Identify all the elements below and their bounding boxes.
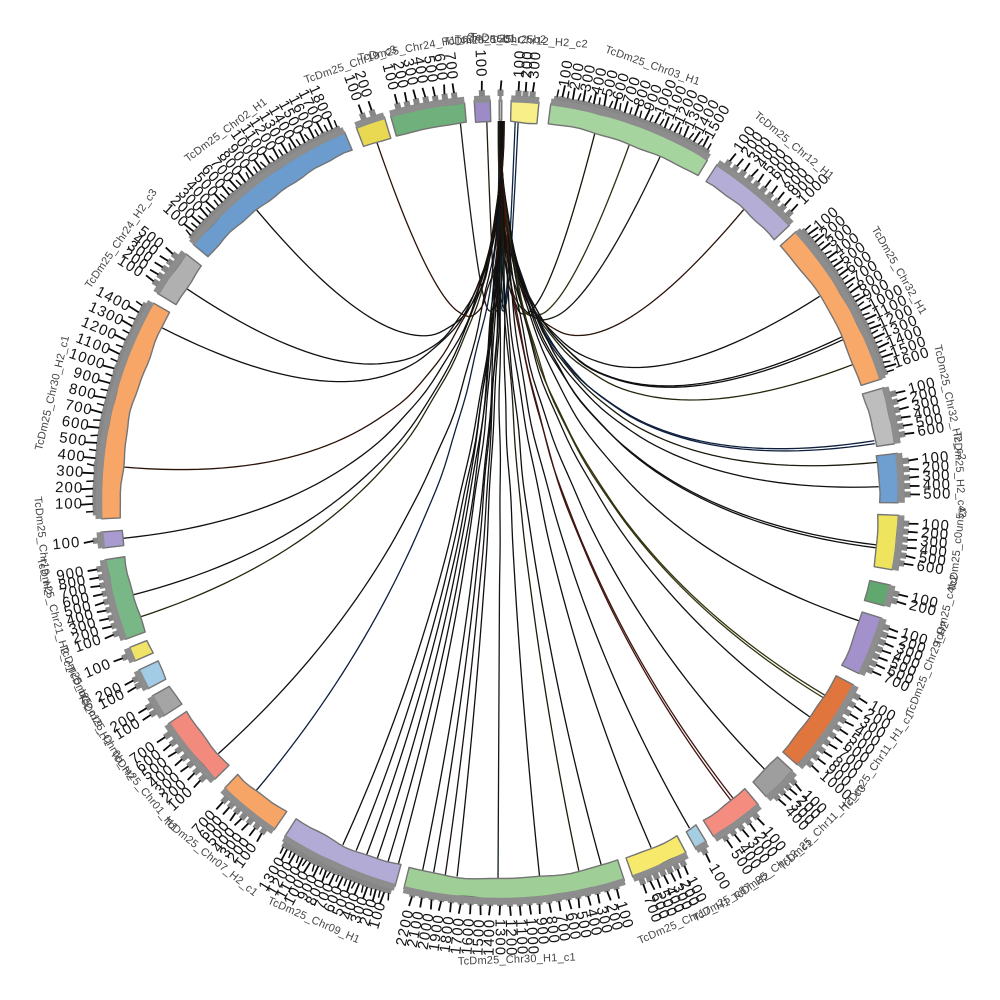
svg-text:200: 200 bbox=[518, 50, 537, 79]
svg-text:1100: 1100 bbox=[512, 919, 531, 956]
svg-text:700: 700 bbox=[552, 913, 573, 943]
svg-text:700: 700 bbox=[63, 396, 94, 419]
svg-text:300: 300 bbox=[922, 467, 951, 486]
svg-text:800: 800 bbox=[57, 572, 88, 594]
svg-text:1900: 1900 bbox=[425, 913, 447, 952]
svg-text:300: 300 bbox=[56, 462, 85, 481]
svg-text:100: 100 bbox=[921, 516, 950, 535]
svg-text:TcDm25_15b1: TcDm25_15b1 bbox=[443, 33, 517, 48]
svg-text:1300: 1300 bbox=[492, 919, 509, 956]
svg-text:1200: 1200 bbox=[502, 919, 520, 957]
svg-text:TcDm25_Chr30_H1_c1: TcDm25_Chr30_H1_c1 bbox=[458, 952, 576, 968]
svg-text:500: 500 bbox=[58, 429, 88, 450]
svg-text:600: 600 bbox=[915, 557, 945, 578]
svg-text:500: 500 bbox=[420, 54, 441, 84]
svg-text:100: 100 bbox=[55, 495, 83, 512]
svg-text:300: 300 bbox=[577, 62, 599, 93]
svg-text:100: 100 bbox=[909, 589, 940, 612]
svg-text:200: 200 bbox=[389, 60, 412, 91]
svg-text:1600: 1600 bbox=[458, 917, 478, 956]
svg-text:1400: 1400 bbox=[481, 918, 499, 956]
svg-text:100: 100 bbox=[471, 49, 489, 78]
svg-text:500: 500 bbox=[918, 549, 948, 570]
svg-text:100: 100 bbox=[921, 448, 951, 468]
svg-text:600: 600 bbox=[60, 413, 91, 435]
svg-text:300: 300 bbox=[910, 392, 941, 415]
svg-text:500: 500 bbox=[914, 410, 945, 432]
svg-text:500: 500 bbox=[923, 485, 951, 502]
svg-text:200: 200 bbox=[55, 479, 83, 497]
svg-text:200: 200 bbox=[908, 383, 939, 406]
svg-text:300: 300 bbox=[919, 533, 949, 553]
svg-text:200: 200 bbox=[602, 902, 626, 934]
svg-text:200: 200 bbox=[907, 597, 938, 620]
svg-text:400: 400 bbox=[409, 55, 431, 86]
svg-text:400: 400 bbox=[923, 476, 952, 494]
svg-text:100: 100 bbox=[379, 62, 402, 93]
svg-text:2100: 2100 bbox=[404, 909, 428, 949]
svg-text:1700: 1700 bbox=[447, 916, 468, 955]
svg-text:400: 400 bbox=[583, 907, 606, 938]
svg-text:1800: 1800 bbox=[436, 915, 457, 954]
svg-text:2000: 2000 bbox=[415, 911, 438, 951]
svg-text:200: 200 bbox=[920, 524, 949, 543]
svg-text:300: 300 bbox=[525, 50, 544, 79]
svg-text:900: 900 bbox=[55, 563, 86, 585]
svg-text:900: 900 bbox=[532, 916, 552, 946]
svg-text:1500: 1500 bbox=[469, 918, 488, 956]
svg-text:300: 300 bbox=[399, 57, 421, 88]
svg-text:200: 200 bbox=[922, 457, 951, 476]
svg-text:800: 800 bbox=[542, 915, 562, 945]
svg-text:800: 800 bbox=[67, 380, 98, 403]
svg-text:600: 600 bbox=[563, 911, 585, 942]
svg-text:400: 400 bbox=[588, 65, 611, 96]
svg-text:400: 400 bbox=[912, 401, 943, 423]
svg-text:300: 300 bbox=[593, 905, 616, 936]
svg-text:400: 400 bbox=[57, 446, 87, 466]
svg-text:100: 100 bbox=[906, 374, 937, 398]
svg-text:600: 600 bbox=[916, 419, 946, 440]
svg-text:700: 700 bbox=[58, 580, 89, 603]
svg-text:600: 600 bbox=[61, 589, 92, 612]
svg-text:100: 100 bbox=[52, 534, 82, 554]
svg-text:1000: 1000 bbox=[522, 917, 542, 956]
svg-text:400: 400 bbox=[65, 606, 97, 630]
svg-text:500: 500 bbox=[573, 910, 595, 941]
svg-text:TcDm25_Chr25b2: TcDm25_Chr25b2 bbox=[455, 34, 546, 46]
svg-text:100: 100 bbox=[556, 58, 577, 88]
svg-text:500: 500 bbox=[599, 67, 623, 98]
svg-text:200: 200 bbox=[566, 61, 588, 92]
svg-text:TcDm25_H2_c43: TcDm25_H2_c43 bbox=[951, 431, 968, 519]
svg-text:500: 500 bbox=[62, 597, 93, 620]
svg-text:400: 400 bbox=[919, 541, 949, 561]
svg-text:600: 600 bbox=[430, 52, 451, 82]
svg-text:700: 700 bbox=[441, 51, 461, 81]
svg-text:100: 100 bbox=[511, 49, 529, 78]
